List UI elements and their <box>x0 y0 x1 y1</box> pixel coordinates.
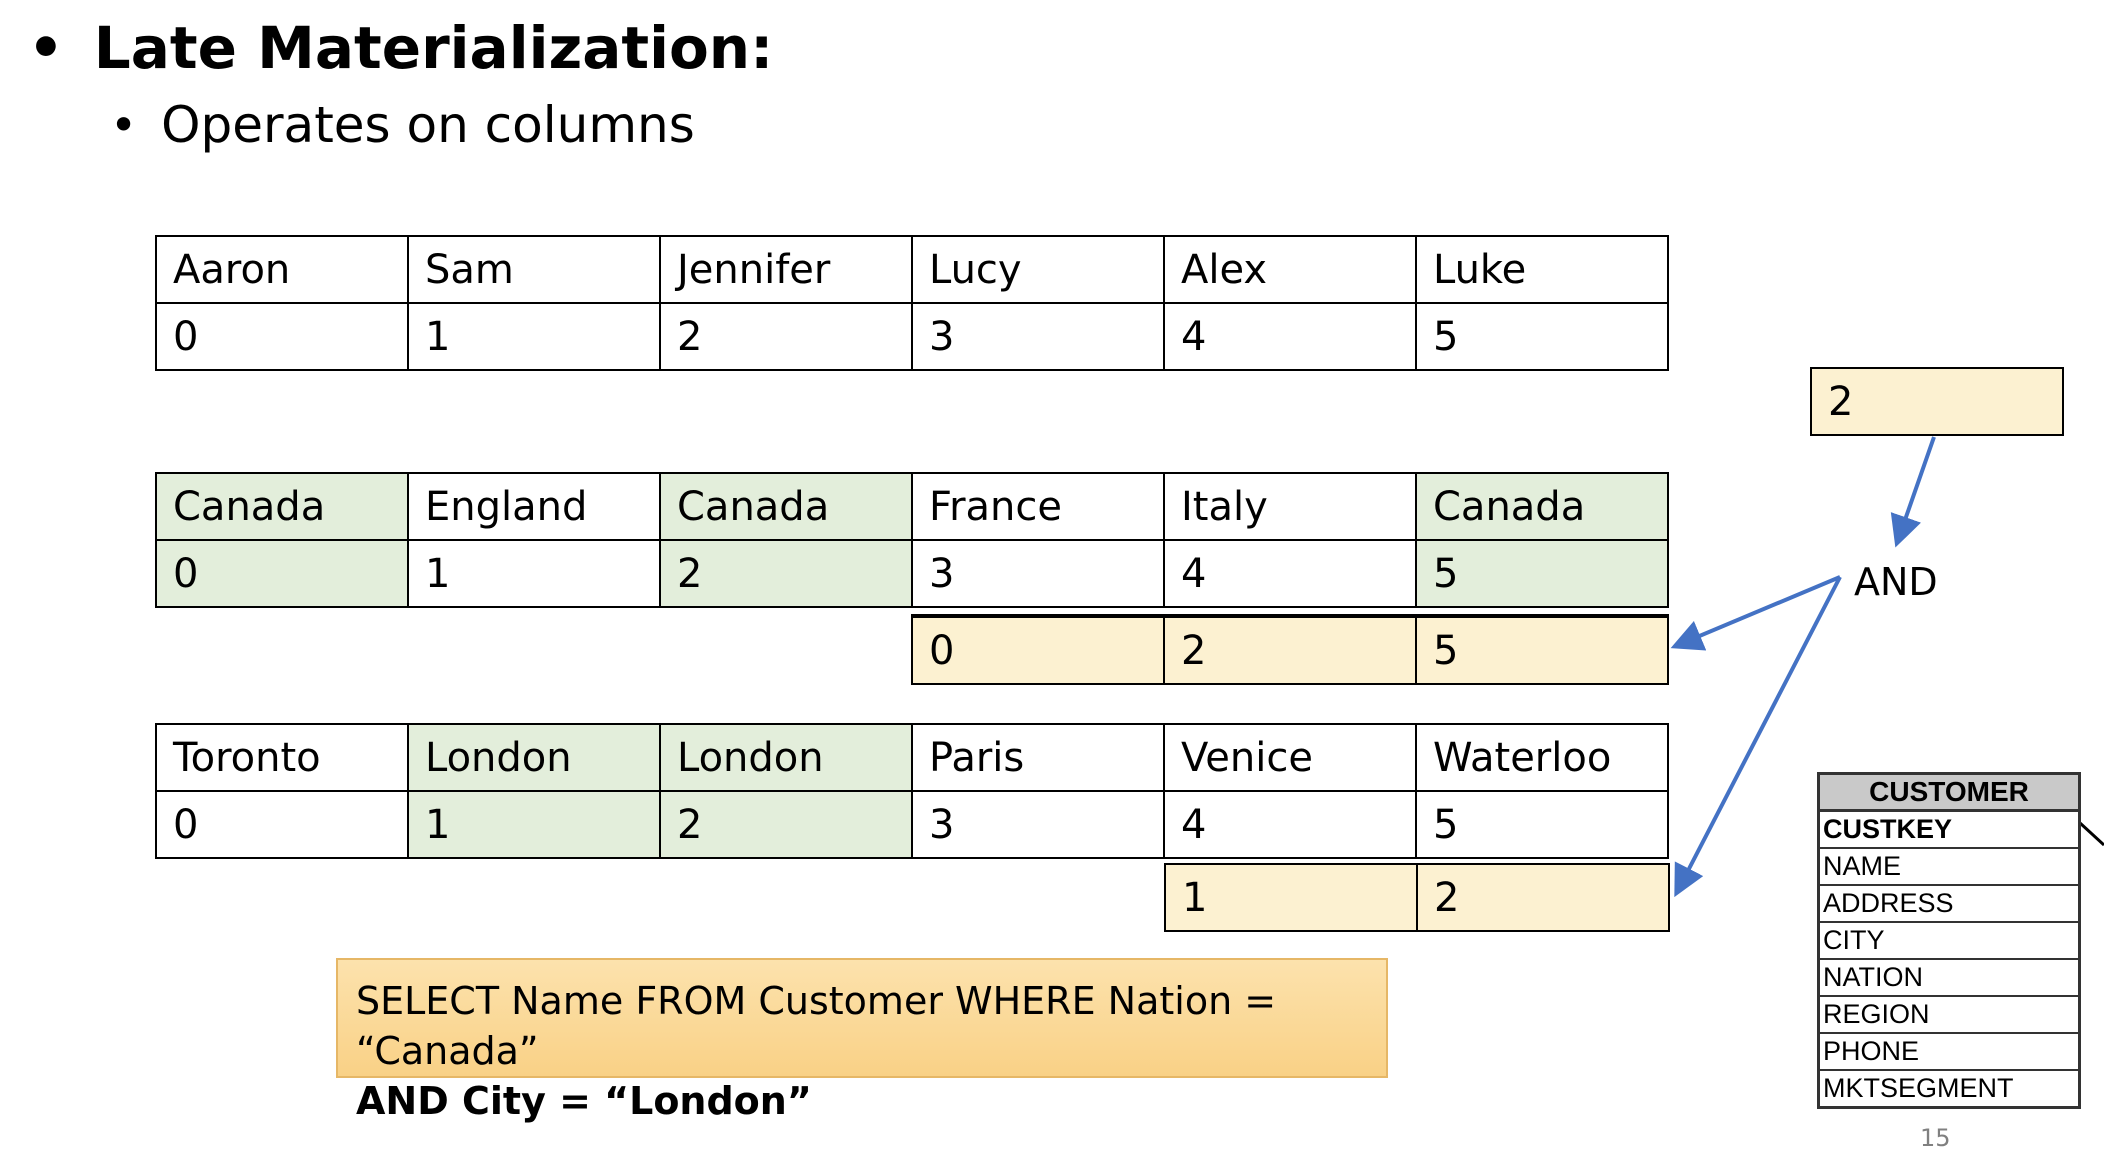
nation-positions-to-and-arrow <box>1670 575 1841 651</box>
position-cell: 0 <box>155 302 409 371</box>
city-cell: Toronto <box>155 723 409 792</box>
sql-line-2: AND City = “London” <box>356 1079 812 1123</box>
position-cell: 5 <box>1415 790 1669 859</box>
position-cell: 3 <box>911 539 1165 608</box>
sql-query-box: SELECT Name FROM Customer WHERE Nation =… <box>336 958 1388 1123</box>
name-positions-row: 0 1 2 3 4 5 <box>155 302 1669 371</box>
position-cell: 4 <box>1163 539 1417 608</box>
nation-match-positions: 0 2 5 <box>911 614 1669 685</box>
position-cell-match: 2 <box>659 539 913 608</box>
name-cell: Jennifer <box>659 235 913 304</box>
position-cell: 3 <box>911 302 1165 371</box>
customer-schema-table: CUSTOMER CUSTKEY NAME ADDRESS CITY NATIO… <box>1817 772 2081 1109</box>
city-cell: Paris <box>911 723 1165 792</box>
bullet-icon: • <box>28 15 64 81</box>
schema-field: NAME <box>1820 849 2078 886</box>
slide-title: Late Materialization: <box>93 14 774 82</box>
position-cell: 4 <box>1163 790 1417 859</box>
nation-positions-row: 0 1 2 3 4 5 <box>155 539 1669 608</box>
name-values-row: Aaron Sam Jennifer Lucy Alex Luke <box>155 235 1669 304</box>
and-label: AND <box>1854 560 1938 604</box>
position-cell: 4 <box>1163 302 1417 371</box>
city-values-row: Toronto London London Paris Venice Water… <box>155 723 1669 792</box>
name-cell: Aaron <box>155 235 409 304</box>
subtitle-bullet: • Operates on columns <box>110 96 695 154</box>
and-result-box: 2 <box>1810 367 2064 436</box>
nation-cell-match: Canada <box>659 472 913 541</box>
position-cell-match: 5 <box>1415 539 1669 608</box>
sql-line-1: SELECT Name FROM Customer WHERE Nation =… <box>356 979 1277 1073</box>
nation-cell: France <box>911 472 1165 541</box>
position-cell: 1 <box>407 302 661 371</box>
and-result-cell: 2 <box>1810 367 2064 436</box>
name-cell: Alex <box>1163 235 1417 304</box>
city-cell-match: London <box>659 723 913 792</box>
city-positions-to-and-arrow <box>1674 576 1842 898</box>
schema-field: REGION <box>1820 997 2078 1034</box>
page-number: 15 <box>1920 1124 1951 1152</box>
nation-column-table: Canada England Canada France Italy Canad… <box>155 472 1669 608</box>
position-cell: 0 <box>155 790 409 859</box>
nation-cell-match: Canada <box>1415 472 1669 541</box>
position-cell-match: 1 <box>407 790 661 859</box>
match-position-cell: 2 <box>1163 615 1417 685</box>
city-cell: Waterloo <box>1415 723 1669 792</box>
position-cell: 2 <box>659 302 913 371</box>
schema-field-primary-key: CUSTKEY <box>1820 812 2078 849</box>
name-column-table: Aaron Sam Jennifer Lucy Alex Luke 0 1 2 … <box>155 235 1669 371</box>
match-position-cell: 5 <box>1415 615 1669 685</box>
nation-cell: Italy <box>1163 472 1417 541</box>
schema-field: PHONE <box>1820 1034 2078 1071</box>
city-match-positions: 1 2 <box>1164 863 1670 932</box>
city-positions-row: 0 1 2 3 4 5 <box>155 790 1669 859</box>
position-cell: 1 <box>407 539 661 608</box>
schema-field: MKTSEGMENT <box>1823 1073 2014 1103</box>
name-cell: Lucy <box>911 235 1165 304</box>
bullet-icon: • <box>110 98 138 152</box>
city-cell: Venice <box>1163 723 1417 792</box>
schema-edge-line <box>2078 821 2104 847</box>
and-result-row: 2 <box>1810 367 2064 436</box>
schema-field: CITY <box>1820 923 2078 960</box>
match-position-cell: 2 <box>1416 863 1670 932</box>
match-position-cell: 0 <box>911 615 1165 685</box>
position-cell-match: 2 <box>659 790 913 859</box>
name-cell: Sam <box>407 235 661 304</box>
schema-field: ADDRESS <box>1820 886 2078 923</box>
position-cell: 3 <box>911 790 1165 859</box>
customer-table-header: CUSTOMER <box>1820 775 2078 812</box>
city-match-row: 1 2 <box>1164 863 1670 932</box>
and-to-result-arrow <box>1890 436 1936 548</box>
match-position-cell: 1 <box>1164 863 1418 932</box>
name-cell: Luke <box>1415 235 1669 304</box>
position-cell-match: 0 <box>155 539 409 608</box>
position-cell: 5 <box>1415 302 1669 371</box>
schema-field: NATION <box>1820 960 2078 997</box>
slide-subtitle: Operates on columns <box>161 96 695 154</box>
city-cell-match: London <box>407 723 661 792</box>
nation-match-row: 0 2 5 <box>911 615 1669 685</box>
nation-cell-match: Canada <box>155 472 409 541</box>
city-column-table: Toronto London London Paris Venice Water… <box>155 723 1669 859</box>
nation-cell: England <box>407 472 661 541</box>
nation-values-row: Canada England Canada France Italy Canad… <box>155 472 1669 541</box>
title-bullet: • Late Materialization: <box>28 14 773 82</box>
